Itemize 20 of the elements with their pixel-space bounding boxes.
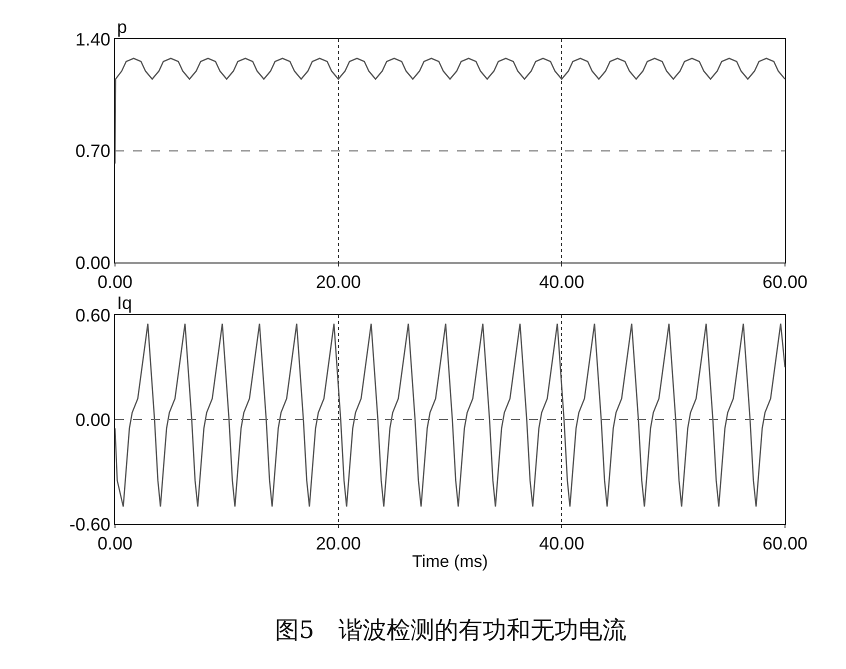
y-tick-label: 0.60 [75, 305, 110, 326]
y-tick-label: 0.00 [75, 410, 110, 430]
y-axis-title: p [117, 17, 128, 37]
caption: 图5 谐波检测的有功和无功电流 [275, 616, 626, 644]
x-tick-label: 20.00 [316, 534, 361, 554]
y-tick-label: -0.60 [69, 514, 110, 534]
x-tick-label: 0.00 [97, 272, 133, 292]
x-axis-title: Time (ms) [412, 552, 488, 572]
y-tick-label: 0.00 [75, 252, 110, 273]
x-tick-label: 40.00 [539, 272, 584, 292]
y-tick-label: 1.40 [75, 30, 110, 50]
y-tick-label: 0.70 [75, 141, 110, 162]
x-tick-label: 60.00 [762, 272, 808, 292]
x-tick-label: 0.00 [97, 534, 133, 554]
x-tick-label: 60.00 [762, 534, 808, 554]
line-series [115, 58, 785, 164]
x-tick-label: 20.00 [316, 272, 361, 292]
line-series [115, 323, 785, 508]
x-tick-label: 40.00 [539, 534, 584, 554]
y-axis-title: Iq [117, 293, 132, 313]
